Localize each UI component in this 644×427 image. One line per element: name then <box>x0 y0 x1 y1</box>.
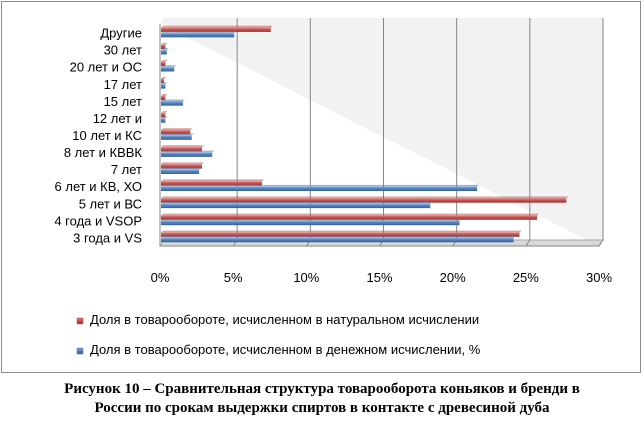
bar-natural-top <box>161 76 166 79</box>
x-tick-label: 30% <box>586 270 612 285</box>
category-label: 17 лет <box>104 77 142 92</box>
legend-label-natural: Доля в товарообороте, исчисленном в нату… <box>90 312 479 327</box>
bar-natural <box>161 130 191 135</box>
category-label: 7 лет <box>111 162 142 177</box>
category-labels: 3 года и VS 4 года и VSOP 5 лет и ВС 6 лет … <box>54 26 142 246</box>
bar-monetary <box>161 135 192 140</box>
bar-natural <box>161 232 520 237</box>
bar-monetary-top <box>161 184 480 187</box>
bar-natural <box>161 215 538 220</box>
bar-natural <box>161 181 262 186</box>
bar-monetary <box>161 50 167 55</box>
category-label: 10 лет и КС <box>72 128 142 143</box>
bar-natural <box>161 78 164 84</box>
gridline <box>598 18 604 247</box>
bar-monetary-top <box>161 133 194 136</box>
bar-natural-top <box>161 111 168 114</box>
bar-natural-top <box>161 179 264 182</box>
bar-natural-top <box>161 230 522 233</box>
category-label: 30 лет <box>104 43 142 58</box>
bars <box>161 25 569 243</box>
bar-natural <box>161 44 166 50</box>
bar-monetary-top <box>161 31 237 34</box>
chart-frame: 3 года и VS 4 года и VSOP 5 лет и ВС 6 лет … <box>1 1 641 373</box>
bar-monetary-top <box>161 82 168 85</box>
x-tick-label: 5% <box>224 270 243 285</box>
legend: Доля в товарообороте, исчисленном в нату… <box>76 312 481 357</box>
category-label: 4 года и VSOP <box>54 213 142 228</box>
bar-natural <box>161 27 271 32</box>
bar-natural-top <box>161 42 168 45</box>
bar-natural-top <box>161 145 204 148</box>
bar-chart: 3 года и VS 4 года и VSOP 5 лет и ВС 6 лет … <box>54 18 613 357</box>
x-tick-label: 0% <box>151 270 170 285</box>
category-label: 3 года и VS <box>73 230 142 245</box>
bar-natural <box>161 61 166 67</box>
bar-monetary <box>161 67 175 72</box>
plot-area <box>159 18 604 247</box>
bar-monetary <box>161 169 200 174</box>
bar-monetary-top <box>161 99 185 102</box>
bar-monetary-top <box>161 150 215 153</box>
bar-monetary-top <box>161 236 516 239</box>
bar-monetary <box>161 220 460 226</box>
caption-line-1: Рисунок 10 – Сравнительная структура тов… <box>64 381 580 397</box>
bar-monetary <box>161 101 183 106</box>
caption-line-2: России по срокам выдержки спиртов в конт… <box>94 400 550 416</box>
category-label: 15 лет <box>104 94 142 109</box>
legend-label-monetary: Доля в товарообороте, исчисленном в дене… <box>90 342 481 357</box>
bar-natural-top <box>161 94 168 97</box>
figure-caption: Рисунок 10 – Сравнительная структура тов… <box>0 380 644 418</box>
bar-monetary <box>161 118 166 123</box>
x-tick-label: 10% <box>293 270 319 285</box>
bar-monetary-top <box>161 116 168 119</box>
bar-natural <box>161 164 202 169</box>
category-label: 20 лет и ОС <box>70 60 142 75</box>
bar-monetary <box>161 152 213 157</box>
legend-swatch-monetary <box>76 347 84 355</box>
legend-swatch-natural <box>76 317 84 325</box>
bar-monetary-top <box>161 218 462 221</box>
category-label: 8 лет и КВВК <box>64 145 143 160</box>
x-tick-labels: 0% 5% 10% 15% 20% 25% 30% <box>151 270 613 285</box>
bar-monetary <box>161 186 478 192</box>
bar-monetary <box>161 203 431 209</box>
category-label: 5 лет и ВС <box>79 196 142 211</box>
bar-monetary-top <box>161 65 177 68</box>
bar-natural <box>161 96 166 101</box>
bar-natural-top <box>161 162 204 165</box>
bar-monetary-top <box>161 48 169 51</box>
bar-natural-top <box>161 128 193 131</box>
category-label: 12 лет и <box>93 111 142 126</box>
plot-back-wall <box>160 18 603 246</box>
category-label: 6 лет и КВ, ХО <box>55 179 142 194</box>
bar-natural-top <box>161 25 273 28</box>
bar-natural-top <box>161 196 569 199</box>
bar-natural <box>161 198 567 203</box>
bar-monetary <box>161 33 235 38</box>
bar-natural-top <box>161 213 540 216</box>
category-label: Другие <box>100 26 142 41</box>
bar-monetary-top <box>161 201 433 204</box>
bar-natural-top <box>161 59 168 62</box>
bar-monetary-top <box>161 167 202 170</box>
bar-monetary <box>161 238 514 243</box>
gridline <box>525 18 531 247</box>
bar-natural <box>161 113 166 118</box>
bar-monetary <box>161 84 166 89</box>
x-tick-label: 25% <box>513 270 539 285</box>
bar-natural <box>161 147 202 152</box>
x-tick-label: 20% <box>440 270 466 285</box>
x-tick-label: 15% <box>366 270 392 285</box>
